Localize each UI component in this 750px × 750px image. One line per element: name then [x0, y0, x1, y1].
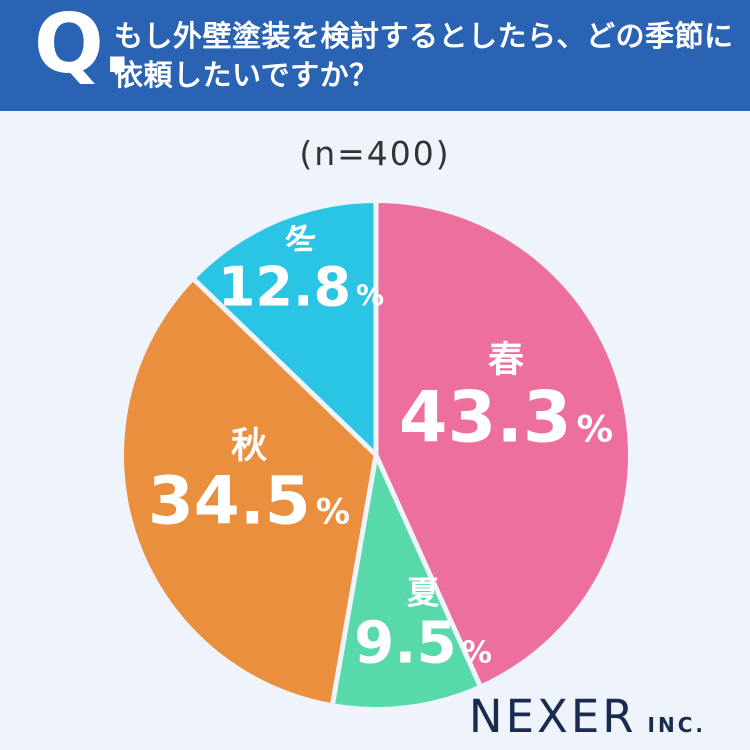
segment-separator [373, 453, 482, 686]
logo-suffix: INC. [647, 713, 706, 737]
pie-segment-1 [332, 455, 480, 708]
segment-separator [330, 454, 379, 704]
segment-separator [192, 278, 378, 457]
nexer-logo: NEXER INC. [469, 694, 706, 739]
question-line-2: 依頼したいですか？ [114, 58, 379, 92]
pie-segment-2 [123, 280, 376, 704]
q-label: Q. [34, 0, 133, 92]
question-text: もし外壁塗装を検討するとしたら、どの季節に 依頼したいですか？ [114, 17, 734, 95]
sample-size-label: (n=400) [299, 134, 451, 173]
question-line-1: もし外壁塗装を検討するとしたら、どの季節に [114, 19, 734, 53]
question-header: Q. もし外壁塗装を検討するとしたら、どの季節に 依頼したいですか？ [0, 0, 750, 111]
pie-segment-0 [376, 203, 629, 685]
pie-segment-3 [194, 203, 376, 455]
logo-name: NEXER [468, 690, 637, 743]
